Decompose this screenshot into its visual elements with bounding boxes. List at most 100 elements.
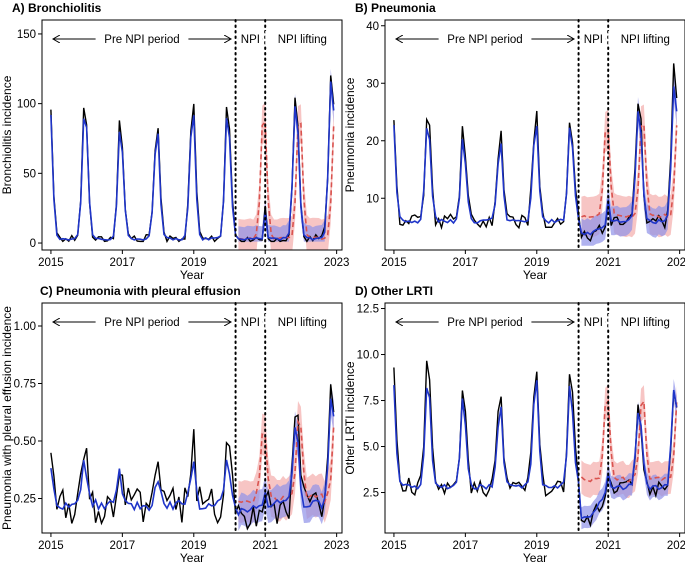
- y-tick-label: 20: [366, 136, 379, 148]
- panel-D: D) Other LRTI Pre NPI period NPI NPI liftin…: [343, 284, 685, 565]
- x-tick-label: 2019: [181, 540, 207, 552]
- y-tick-label: 12.5: [357, 304, 379, 316]
- x-tick-label: 2021: [595, 257, 621, 269]
- observed-line: [393, 360, 678, 528]
- y-axis-label: Bronchiolitis incidence: [0, 75, 14, 194]
- y-axis-label: Pneumonia with pleural effusion incidenc…: [0, 306, 14, 530]
- period-label: NPI: [584, 317, 603, 329]
- fitted-line: [50, 81, 335, 241]
- period-label-bg: [238, 31, 263, 45]
- x-tick-label: 2021: [252, 257, 278, 269]
- period-label: NPI lifting: [621, 317, 670, 329]
- x-tick-label: 2015: [381, 257, 407, 269]
- period-label-bg: [608, 314, 683, 328]
- panel-title: B) Pneumonia: [355, 1, 436, 15]
- y-tick-label: 50: [23, 168, 36, 180]
- observed-line: [393, 63, 678, 243]
- period-label: NPI: [241, 34, 260, 46]
- y-tick-label: 30: [366, 78, 379, 90]
- counterfactual-band: [581, 384, 677, 498]
- y-axis-label: Pneumonia incidence: [343, 77, 357, 192]
- period-label-bg: [608, 31, 683, 45]
- y-tick-label: 100: [17, 99, 36, 111]
- period-label-bg: [438, 31, 532, 45]
- counterfactual-line: [580, 399, 678, 483]
- fitted-band: [238, 68, 334, 242]
- x-axis-label: Year: [180, 268, 204, 282]
- x-tick-label: 2015: [38, 257, 64, 269]
- x-tick-label: 2023: [667, 540, 685, 552]
- x-tick-label: 2021: [252, 540, 278, 552]
- plot-frame: [41, 302, 343, 534]
- plot-frame: [41, 19, 343, 251]
- fitted-line: [393, 86, 678, 236]
- period-label-bg: [265, 31, 340, 45]
- fitted-line: [393, 380, 678, 520]
- plot-frame: [384, 19, 685, 251]
- y-tick-label: 150: [17, 29, 36, 41]
- period-label: NPI: [241, 317, 260, 329]
- x-tick-label: 2017: [453, 540, 479, 552]
- fitted-band: [581, 72, 677, 246]
- period-label-bg: [95, 314, 189, 328]
- panel-title: C) Pneumonia with pleural effusion: [40, 284, 241, 298]
- x-tick-label: 2023: [667, 257, 685, 269]
- plot-area: [50, 382, 335, 531]
- y-tick-label: 1.00: [14, 321, 36, 333]
- x-tick-label: 2019: [181, 257, 207, 269]
- period-label-bg: [438, 314, 532, 328]
- period-label: Pre NPI period: [104, 317, 179, 329]
- period-label: Pre NPI period: [104, 34, 179, 46]
- x-tick-label: 2023: [324, 257, 350, 269]
- period-label-bg: [581, 31, 606, 45]
- x-tick-label: 2019: [524, 257, 550, 269]
- plot-area: [393, 63, 678, 246]
- x-axis-label: Year: [523, 551, 547, 565]
- x-tick-label: 2015: [38, 540, 64, 552]
- y-tick-label: 10: [366, 193, 379, 205]
- observed-line: [50, 75, 335, 244]
- period-label: Pre NPI period: [447, 34, 522, 46]
- y-tick-label: 40: [366, 21, 379, 33]
- panel-C: C) Pneumonia with pleural effusion Pre NP…: [0, 284, 349, 565]
- plot-frame: [384, 302, 685, 534]
- x-tick-label: 2021: [595, 540, 621, 552]
- x-axis-label: Year: [523, 268, 547, 282]
- plot-area: [393, 360, 678, 530]
- x-tick-label: 2015: [381, 540, 407, 552]
- x-tick-label: 2019: [524, 540, 550, 552]
- y-tick-label: 5.0: [363, 442, 379, 454]
- observed-line: [50, 384, 335, 531]
- period-label-bg: [581, 314, 606, 328]
- panel-B: B) Pneumonia Pre NPI period NPI NPI lifting…: [343, 1, 685, 282]
- y-tick-label: 0: [30, 238, 36, 250]
- period-label: NPI lifting: [278, 34, 327, 46]
- period-label: NPI lifting: [278, 317, 327, 329]
- period-label-bg: [95, 31, 189, 45]
- period-label: Pre NPI period: [447, 317, 522, 329]
- y-tick-label: 10.0: [357, 350, 379, 362]
- y-tick-label: 7.5: [363, 396, 379, 408]
- period-label: NPI: [584, 34, 603, 46]
- x-tick-label: 2023: [324, 540, 350, 552]
- x-tick-label: 2017: [110, 257, 136, 269]
- y-tick-label: 2.5: [363, 488, 379, 500]
- period-label: NPI lifting: [621, 34, 670, 46]
- x-axis-label: Year: [180, 551, 204, 565]
- period-label-bg: [265, 314, 340, 328]
- counterfactual-line: [581, 123, 678, 219]
- fitted-band: [238, 382, 334, 531]
- panel-title: A) Bronchiolitis: [12, 1, 102, 15]
- counterfactual-band: [581, 104, 677, 238]
- x-tick-label: 2017: [453, 257, 479, 269]
- y-tick-label: 0.75: [14, 379, 36, 391]
- fitted-line: [50, 398, 335, 517]
- panel-A: A) Bronchiolitis Pre NPI period NPI NPI lif…: [0, 1, 349, 282]
- plot-area: [50, 68, 335, 250]
- period-label-bg: [238, 314, 263, 328]
- x-tick-label: 2017: [110, 540, 136, 552]
- panel-title: D) Other LRTI: [355, 284, 433, 298]
- y-axis-label: Other LRTI incidence: [343, 361, 357, 474]
- y-tick-label: 0.50: [14, 436, 36, 448]
